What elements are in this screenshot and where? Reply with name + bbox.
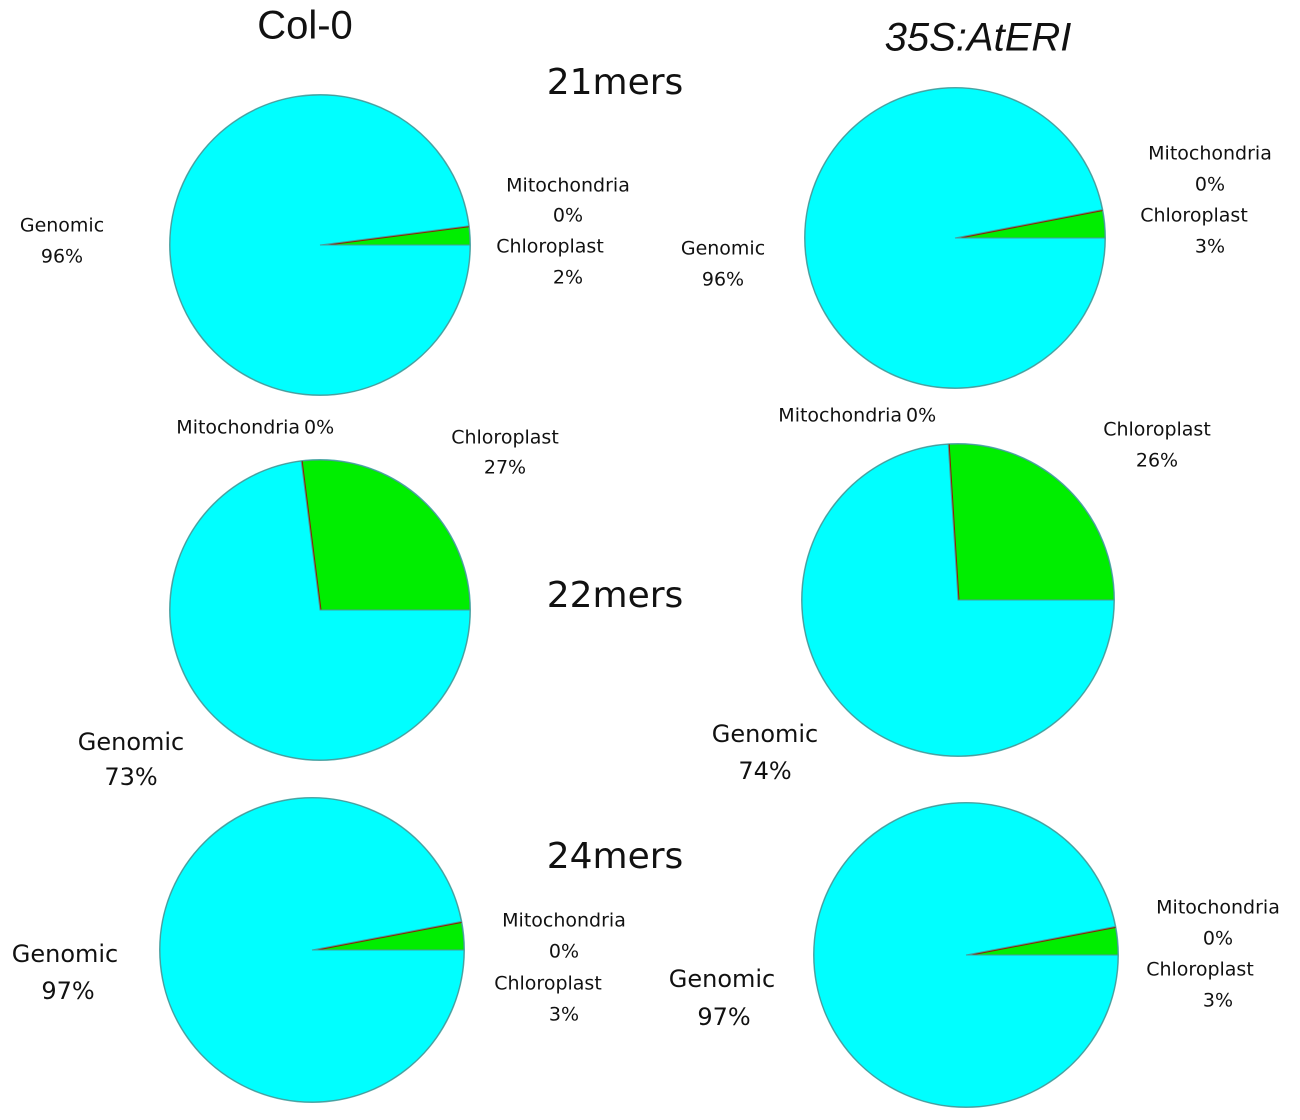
slice-label: Genomic	[20, 215, 104, 237]
column-title: 35S:AtERI	[885, 16, 1072, 60]
slice-value-label: 27%	[484, 457, 526, 479]
slice-value-label: 96%	[702, 269, 744, 291]
slice-value-label: 3%	[1203, 990, 1233, 1012]
slice-value-label: 96%	[41, 246, 83, 268]
slice-label: Mitochondria	[778, 405, 902, 427]
slice-value-label: 73%	[104, 763, 157, 791]
pie-slice	[947, 443, 1115, 601]
slice-label: Genomic	[12, 940, 119, 968]
slice-label: Chloroplast	[451, 427, 559, 449]
slice-value-label: 0%	[553, 205, 583, 227]
slice-label: Genomic	[669, 965, 776, 993]
slice-label: Chloroplast	[1146, 959, 1254, 981]
column-title: Col-0	[257, 4, 353, 48]
slice-label: Chloroplast	[494, 973, 602, 995]
slice-value-label: 0%	[906, 405, 936, 427]
slice-label: Mitochondria	[1148, 143, 1272, 165]
slice-value-label: 97%	[41, 977, 94, 1005]
slice-value-label: 3%	[549, 1004, 579, 1026]
slice-label: Mitochondria	[1156, 897, 1280, 919]
pie-slice	[169, 94, 471, 396]
slice-label: Chloroplast	[496, 236, 604, 258]
row-title: 21mers	[547, 62, 684, 103]
slice-value-label: 26%	[1136, 450, 1178, 472]
slice-label: Genomic	[681, 238, 765, 260]
slice-label: Mitochondria	[176, 417, 300, 439]
pie-slice	[813, 802, 1119, 1108]
slice-value-label: 74%	[738, 757, 791, 785]
pie-slice	[169, 460, 471, 761]
slice-value-label: 3%	[1195, 236, 1225, 258]
pie-slice	[804, 87, 1106, 389]
slice-value-label: 97%	[697, 1003, 750, 1031]
slice-value-label: 0%	[304, 417, 334, 439]
pie-slice	[159, 797, 465, 1103]
slice-label: Genomic	[78, 728, 185, 756]
slice-value-label: 0%	[1203, 928, 1233, 950]
slice-label: Genomic	[712, 720, 819, 748]
row-title: 22mers	[547, 575, 684, 616]
slice-value-label: 0%	[1195, 174, 1225, 196]
row-title: 24mers	[547, 836, 684, 877]
slice-value-label: 2%	[553, 267, 583, 289]
slice-value-label: 0%	[549, 941, 579, 963]
pie-slice	[801, 443, 1115, 757]
slice-label: Chloroplast	[1103, 419, 1211, 441]
pie-slice	[300, 459, 471, 611]
slice-label: Mitochondria	[502, 910, 626, 932]
slice-label: Mitochondria	[506, 175, 630, 197]
slice-label: Chloroplast	[1140, 205, 1248, 227]
